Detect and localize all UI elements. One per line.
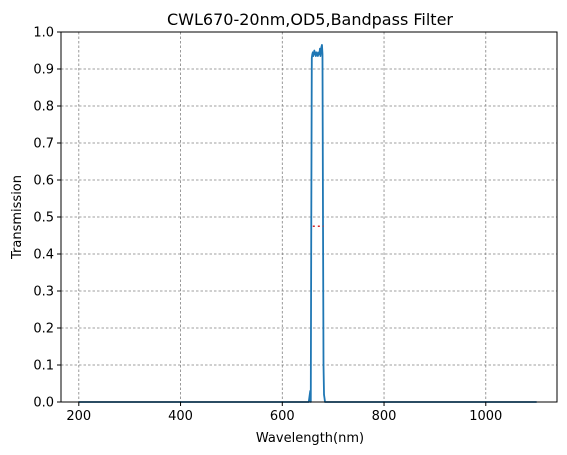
- y-tick-label: 0.0: [33, 396, 54, 411]
- x-axis-label: Wavelength(nm): [256, 431, 364, 446]
- y-tick-label: 1.0: [33, 26, 54, 41]
- series-layer: [78, 44, 537, 403]
- y-tick-label: 0.7: [33, 137, 54, 152]
- y-tick-label: 0.4: [33, 248, 54, 263]
- y-tick-label: 0.2: [33, 322, 54, 337]
- y-tick-label: 0.9: [33, 63, 54, 78]
- y-tick-label: 0.1: [33, 359, 54, 374]
- grid: [61, 32, 557, 402]
- x-axis-ticks: 200 400 600 800 1000: [66, 402, 502, 424]
- x-tick-label: 600: [270, 409, 295, 424]
- y-tick-label: 0.6: [33, 174, 54, 189]
- y-axis-label: Transmission: [10, 175, 25, 260]
- series-line-0: [78, 44, 537, 403]
- y-axis-ticks: 0.0 0.1 0.2 0.3 0.4 0.5 0.6 0.7 0.8 0.9 1.0: [33, 26, 61, 411]
- x-tick-label: 400: [168, 409, 193, 424]
- y-tick-label: 0.8: [33, 100, 54, 115]
- x-tick-label: 1000: [469, 409, 502, 424]
- y-tick-label: 0.5: [33, 211, 54, 226]
- y-tick-label: 0.3: [33, 285, 54, 300]
- chart-title: CWL670-20nm,OD5,Bandpass Filter: [167, 10, 453, 29]
- x-tick-label: 800: [372, 409, 397, 424]
- x-tick-label: 200: [66, 409, 91, 424]
